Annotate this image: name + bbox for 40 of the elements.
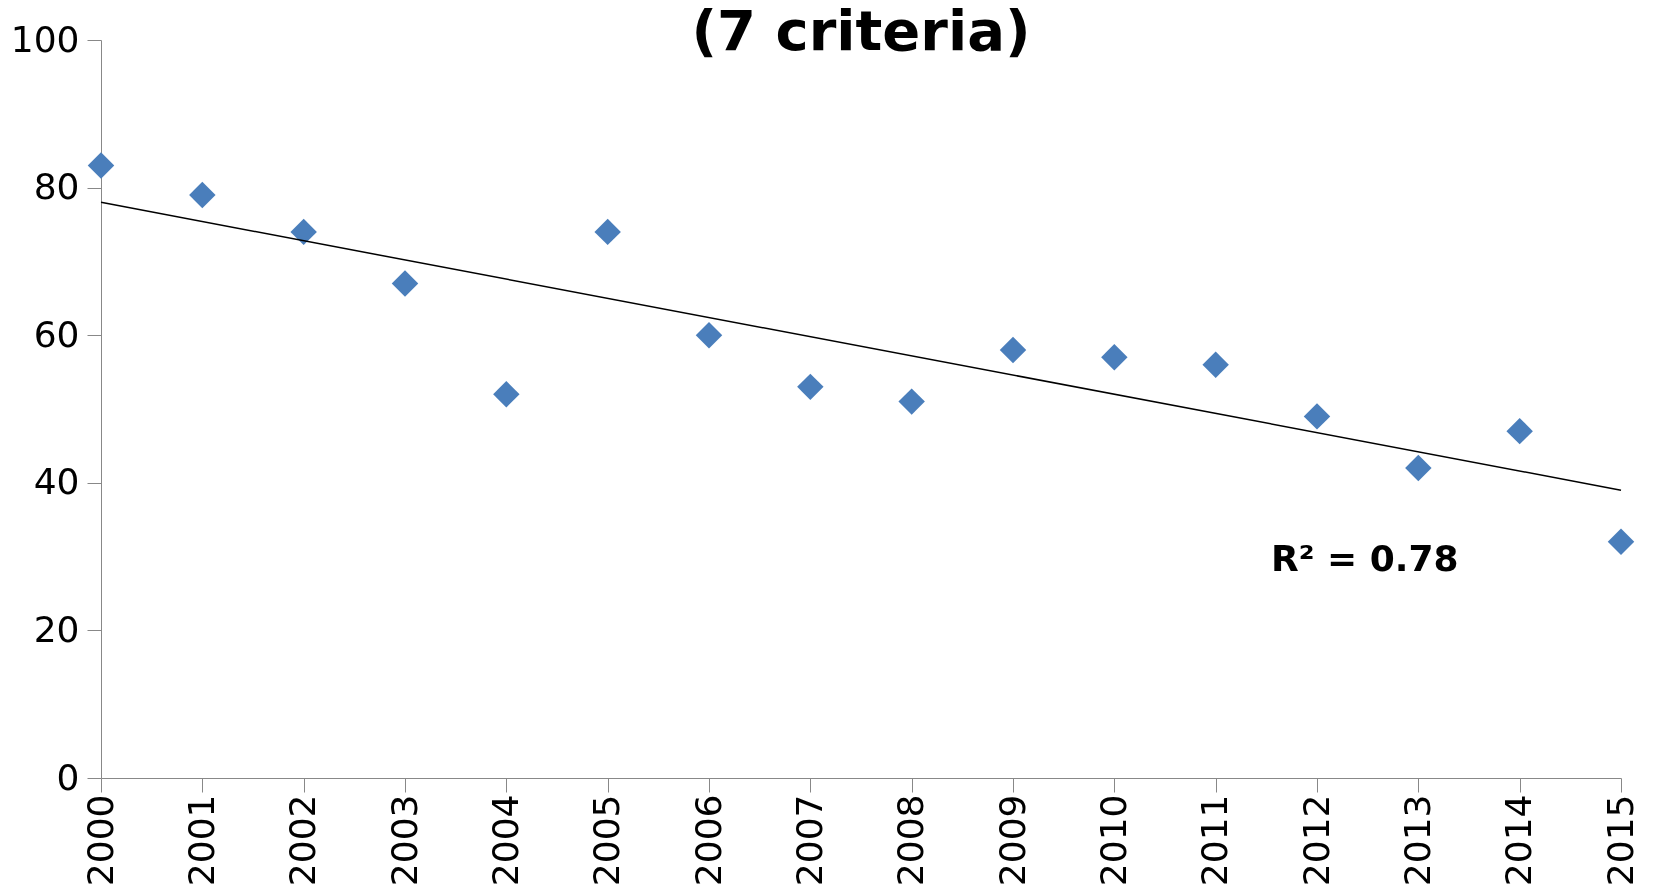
point [1202,351,1229,378]
chart-title: (7 criteria) [691,0,1031,63]
point [1405,454,1432,482]
point [898,388,925,415]
point [391,270,419,297]
point [797,373,824,401]
x-tick-label: 2006 [687,794,729,887]
x-tick-label: 2005 [586,794,628,887]
x-tick-label: 2008 [890,794,932,887]
point [189,181,216,209]
point [1101,344,1128,371]
y-tick-label: 60 [33,313,80,355]
point [1303,403,1331,430]
x-tick-label: 2012 [1295,794,1337,887]
point [999,336,1027,364]
x-tick-label: 2007 [788,794,830,887]
x-tick-label: 2010 [1092,794,1134,887]
point [493,381,520,408]
y-tick-label: 20 [33,608,80,650]
point [1607,528,1635,556]
annotation: R² = 0.78 [1271,538,1459,579]
point [290,218,317,246]
x-tick-label: 2011 [1194,794,1236,887]
x-tick-label: 2001 [180,794,222,887]
x-tick-label: 2002 [282,794,324,887]
point [87,152,115,179]
x-tick-label: 2015 [1599,794,1641,887]
x-tick-label: 2003 [383,794,425,887]
y-tick-label: 40 [33,461,80,503]
point [594,218,621,246]
x-tick-label: 2009 [991,794,1033,887]
x-tick-label: 2004 [484,794,526,887]
x-tick-label: 2013 [1396,794,1438,887]
point [695,321,723,349]
x-tick-label: 2000 [79,794,121,887]
x-tick-label: 2014 [1498,794,1540,887]
point [1506,417,1533,445]
y-tick-label: 0 [56,756,80,798]
y-tick-label: 80 [33,166,80,208]
y-tick-label: 100 [10,18,80,60]
